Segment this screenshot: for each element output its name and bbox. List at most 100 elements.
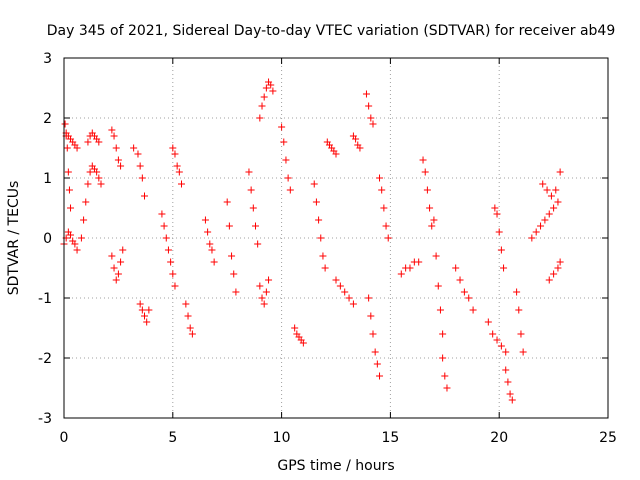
y-axis-title: SDTVAR / TECUs bbox=[6, 181, 22, 296]
data-point bbox=[554, 198, 562, 206]
data-point bbox=[136, 162, 144, 170]
data-point bbox=[365, 294, 373, 302]
data-point bbox=[164, 246, 172, 254]
data-point bbox=[371, 348, 379, 356]
data-point bbox=[352, 135, 360, 143]
data-point bbox=[84, 138, 92, 146]
data-point bbox=[369, 330, 377, 338]
data-point bbox=[543, 186, 551, 194]
data-point bbox=[171, 282, 179, 290]
data-point bbox=[439, 330, 447, 338]
y-tick-label: 0 bbox=[43, 231, 52, 247]
data-point bbox=[119, 246, 127, 254]
data-point bbox=[108, 126, 116, 134]
data-point bbox=[95, 174, 103, 182]
data-point bbox=[138, 174, 146, 182]
data-point bbox=[184, 312, 192, 320]
data-point bbox=[376, 174, 384, 182]
data-point bbox=[284, 174, 292, 182]
y-tick-label: 1 bbox=[43, 171, 52, 187]
data-point bbox=[310, 180, 318, 188]
data-point bbox=[376, 372, 384, 380]
data-point bbox=[539, 180, 547, 188]
data-point bbox=[380, 204, 388, 212]
data-point bbox=[210, 258, 218, 266]
x-tick-label: 15 bbox=[381, 430, 399, 446]
y-tick-label: -2 bbox=[38, 351, 52, 367]
data-point bbox=[278, 123, 286, 131]
data-point bbox=[537, 222, 545, 230]
data-point bbox=[428, 222, 436, 230]
data-point bbox=[469, 306, 477, 314]
data-point bbox=[341, 288, 349, 296]
data-point bbox=[67, 204, 75, 212]
data-point bbox=[208, 246, 216, 254]
data-point bbox=[365, 102, 373, 110]
data-point bbox=[228, 252, 236, 260]
data-point bbox=[550, 270, 558, 278]
data-point bbox=[160, 222, 168, 230]
data-point bbox=[367, 312, 375, 320]
data-point bbox=[262, 288, 270, 296]
data-point bbox=[439, 354, 447, 362]
data-points bbox=[60, 78, 564, 404]
data-point bbox=[65, 186, 73, 194]
chart-title: Day 345 of 2021, Sidereal Day-to-day VTE… bbox=[47, 23, 616, 39]
data-point bbox=[141, 312, 149, 320]
data-point bbox=[519, 348, 527, 356]
x-tick-label: 20 bbox=[490, 430, 508, 446]
data-point bbox=[373, 360, 381, 368]
y-tick-label: -3 bbox=[38, 411, 52, 427]
data-point bbox=[547, 192, 555, 200]
data-point bbox=[162, 234, 170, 242]
data-point bbox=[452, 264, 460, 272]
data-point bbox=[249, 204, 257, 212]
data-point bbox=[286, 186, 294, 194]
data-point bbox=[73, 246, 81, 254]
data-point bbox=[260, 300, 268, 308]
data-point bbox=[80, 216, 88, 224]
data-point bbox=[84, 180, 92, 188]
data-point bbox=[256, 282, 264, 290]
data-point bbox=[86, 168, 94, 176]
axis-ticks: 0 5 10 15 20 25 -3 -2 -1 0 1 2 3 bbox=[38, 51, 617, 446]
data-point bbox=[426, 204, 434, 212]
data-point bbox=[204, 228, 212, 236]
x-axis-title: GPS time / hours bbox=[277, 458, 394, 474]
data-point bbox=[230, 270, 238, 278]
data-point bbox=[554, 264, 562, 272]
data-point bbox=[528, 234, 536, 242]
data-point bbox=[434, 282, 442, 290]
data-point bbox=[299, 339, 307, 347]
data-point bbox=[456, 276, 464, 284]
data-point bbox=[167, 258, 175, 266]
data-point bbox=[504, 378, 512, 386]
data-point bbox=[349, 300, 357, 308]
data-point bbox=[362, 90, 370, 98]
x-tick-label: 0 bbox=[60, 430, 69, 446]
data-point bbox=[95, 138, 103, 146]
data-point bbox=[206, 240, 214, 248]
data-point bbox=[77, 234, 85, 242]
data-point bbox=[465, 294, 473, 302]
data-point bbox=[158, 210, 166, 218]
data-point bbox=[321, 264, 329, 272]
data-point bbox=[378, 186, 386, 194]
data-point bbox=[369, 120, 377, 128]
data-point bbox=[171, 150, 179, 158]
data-point bbox=[556, 168, 564, 176]
data-point bbox=[423, 186, 431, 194]
data-point bbox=[513, 288, 521, 296]
data-point bbox=[254, 240, 262, 248]
data-point bbox=[319, 252, 327, 260]
data-point bbox=[82, 198, 90, 206]
x-tick-label: 25 bbox=[599, 430, 617, 446]
data-point bbox=[484, 318, 492, 326]
data-point bbox=[436, 306, 444, 314]
data-point bbox=[415, 258, 423, 266]
x-tick-label: 10 bbox=[273, 430, 291, 446]
data-point bbox=[460, 288, 468, 296]
data-point bbox=[291, 324, 299, 332]
data-point bbox=[247, 186, 255, 194]
data-point bbox=[169, 270, 177, 278]
